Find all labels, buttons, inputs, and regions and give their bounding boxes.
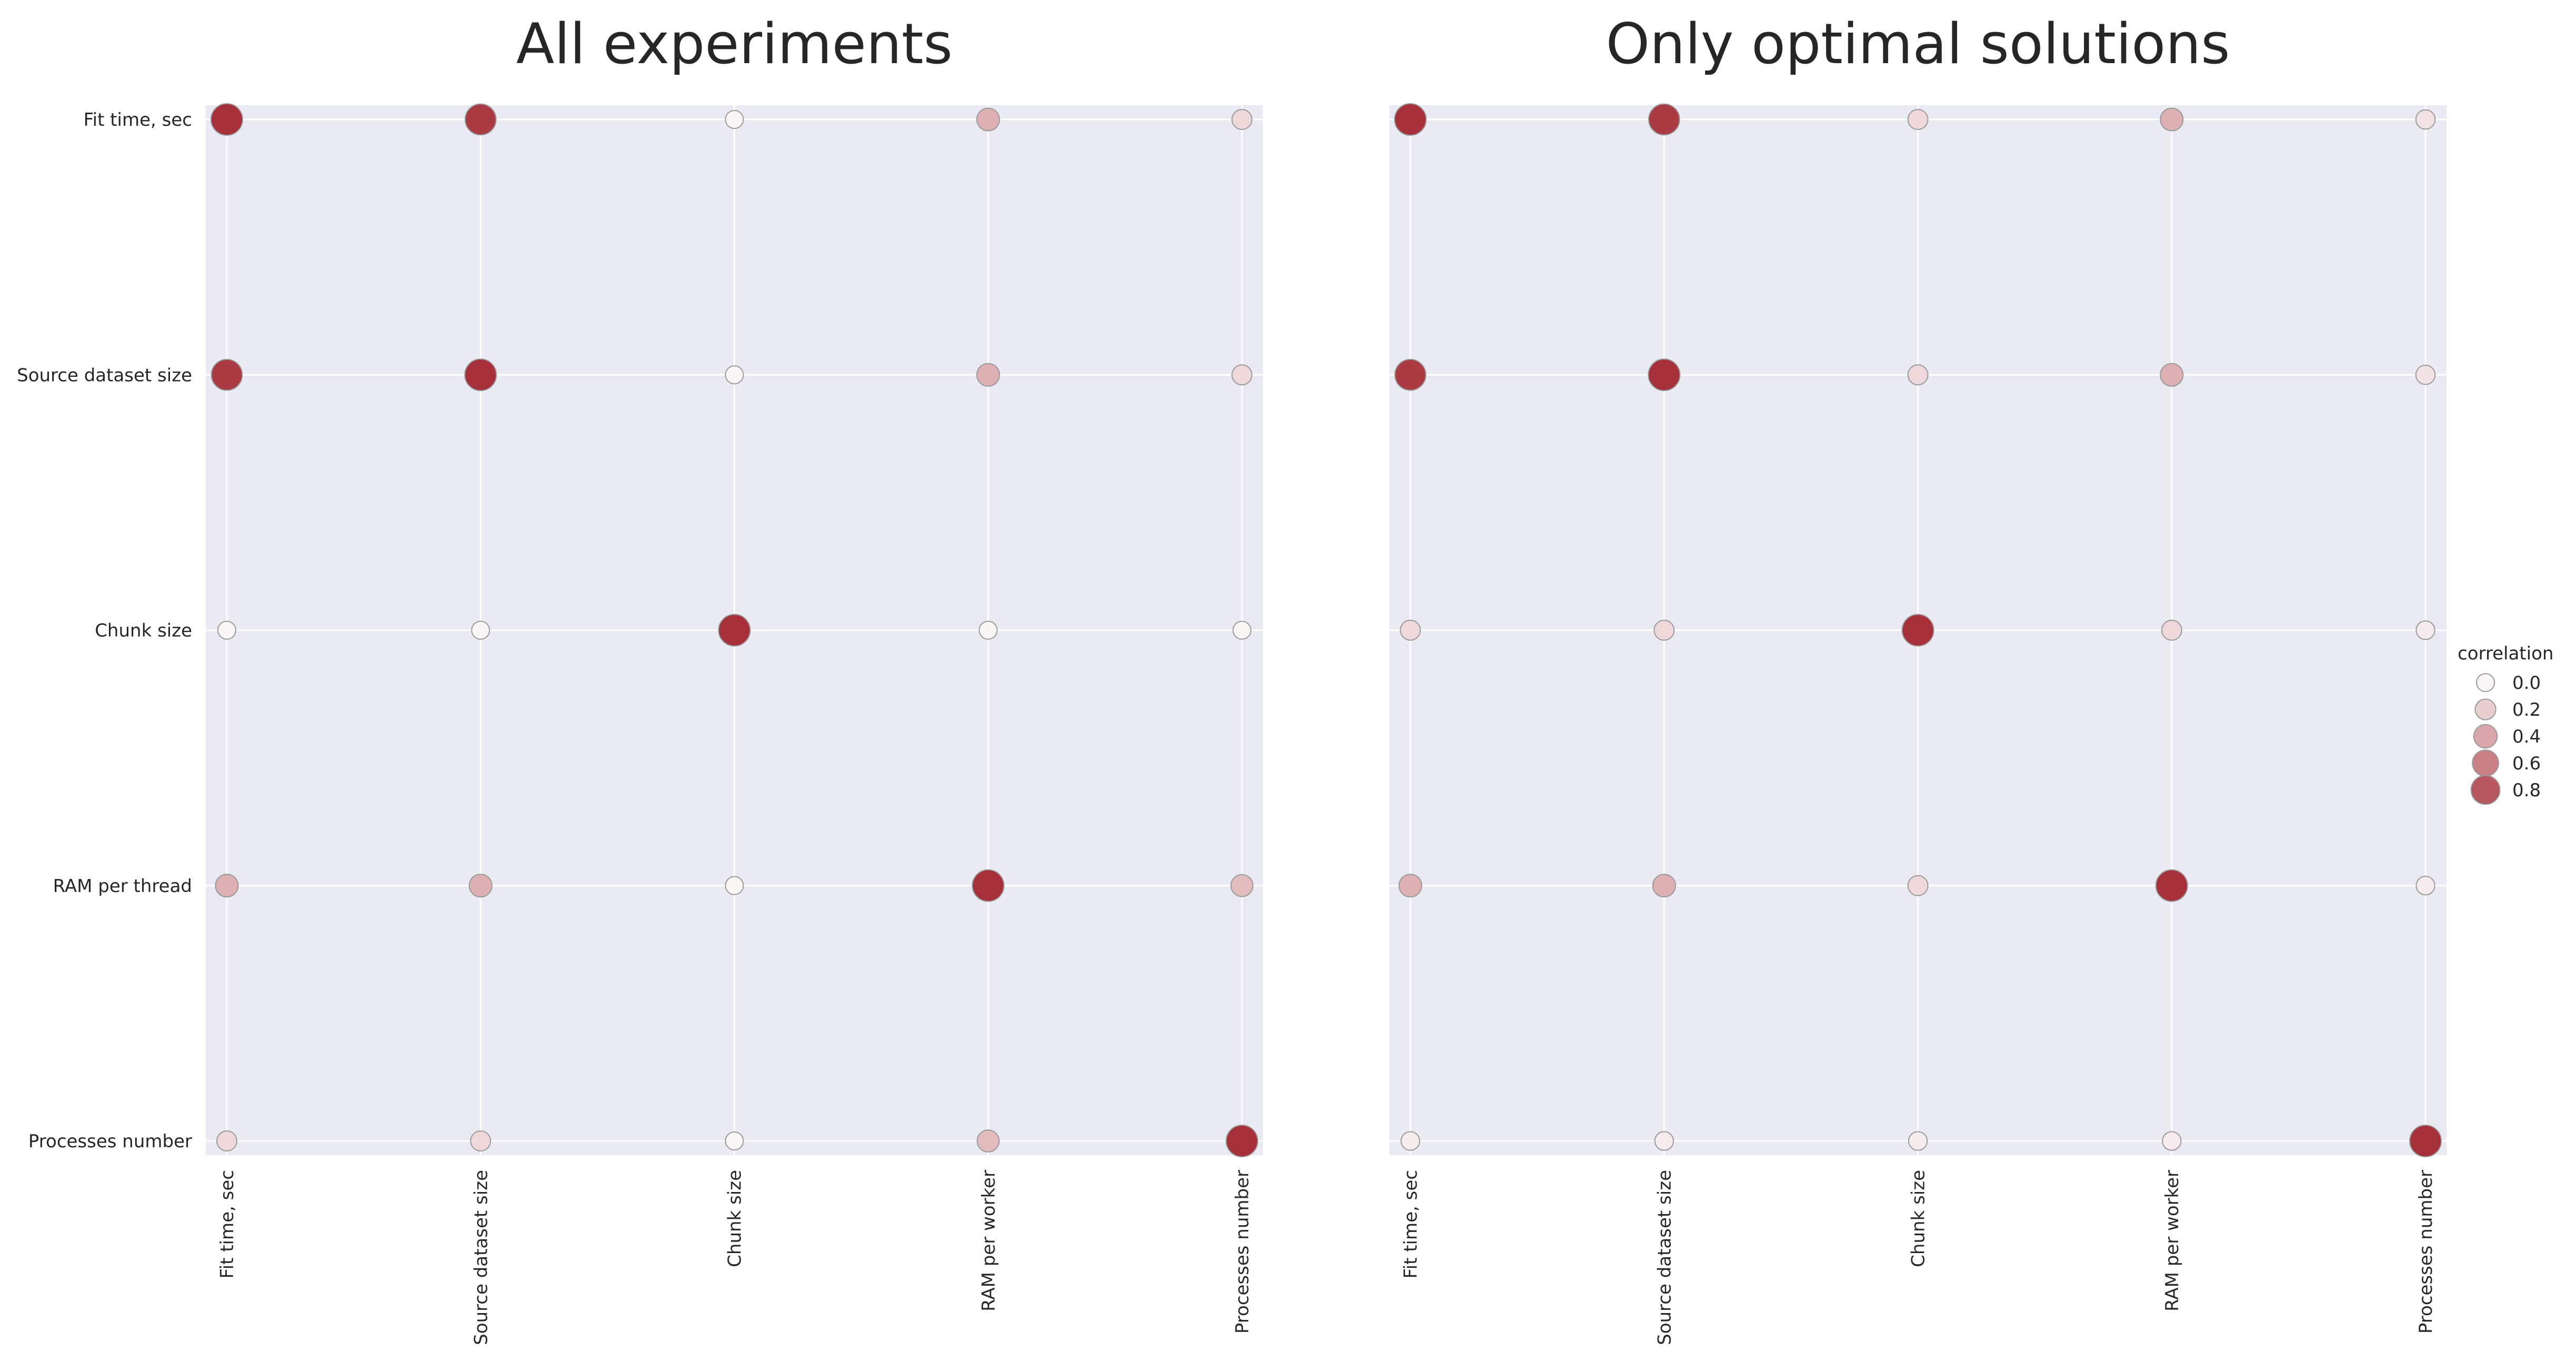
y-tick-label: Chunk size <box>95 620 192 642</box>
correlation-point <box>464 103 497 136</box>
correlation-point <box>464 358 497 392</box>
legend-label: 0.6 <box>2512 753 2541 774</box>
correlation-point <box>1394 358 1427 391</box>
legend-entries: 0.0 0.2 0.4 0.6 0.8 <box>2470 673 2541 805</box>
correlation-point <box>1232 620 1251 640</box>
correlation-point <box>2162 1131 2182 1151</box>
panel-2: Only optimal solutions Fit time, sec Sourc… <box>1389 12 2447 1345</box>
correlation-point <box>1652 874 1676 898</box>
legend-marker <box>2474 698 2497 720</box>
legend: correlation 0.0 0.2 0.4 0.6 0.8 <box>2458 643 2553 805</box>
correlation-point <box>725 876 744 895</box>
correlation-point <box>976 1129 1000 1153</box>
x-tick-label: RAM per worker <box>2162 1170 2183 1311</box>
correlation-point <box>215 874 239 898</box>
legend-marker <box>2470 775 2501 805</box>
legend-label: 0.2 <box>2512 699 2541 720</box>
correlation-point <box>211 103 243 136</box>
correlation-point <box>1398 874 1422 898</box>
correlation-point <box>468 874 493 898</box>
y-tick-label: Source dataset size <box>17 365 192 386</box>
correlation-point <box>2415 109 2436 130</box>
correlation-point <box>1653 619 1675 641</box>
panel-1: All experiments Fit time, sec Source datas… <box>17 12 1263 1345</box>
panels: All experiments Fit time, sec Source datas… <box>17 12 2447 1345</box>
correlation-point <box>1400 619 1421 641</box>
legend-title: correlation <box>2458 643 2553 664</box>
x-tick-label: Processes number <box>1232 1170 1253 1334</box>
x-tick-label: Source dataset size <box>470 1170 492 1345</box>
y-tick-label: Fit time, sec <box>84 109 192 131</box>
correlation-point <box>1908 1131 1928 1151</box>
correlation-point <box>1648 358 1681 392</box>
x-tick-label: Fit time, sec <box>217 1170 238 1278</box>
correlation-point <box>978 620 998 640</box>
correlation-point <box>1231 109 1252 130</box>
x-tick-label: Fit time, sec <box>1400 1170 1421 1278</box>
legend-label: 0.0 <box>2512 673 2541 694</box>
correlation-point <box>725 365 744 385</box>
x-tick-label: Chunk size <box>1908 1170 1929 1267</box>
correlation-point <box>217 620 236 640</box>
x-tick-label: Processes number <box>2415 1170 2437 1334</box>
correlation-point <box>1226 1125 1258 1157</box>
y-tick-label: Processes number <box>28 1131 192 1152</box>
correlation-point <box>470 1130 492 1151</box>
legend-label: 0.8 <box>2512 780 2541 801</box>
x-tick-label: Source dataset size <box>1654 1170 1675 1345</box>
correlation-point <box>725 1131 744 1150</box>
correlation-point <box>1231 364 1252 386</box>
panel-title: All experiments <box>516 12 953 76</box>
correlation-point <box>2155 869 2188 902</box>
correlation-point <box>976 363 1000 387</box>
x-tick-label: RAM per worker <box>978 1170 999 1311</box>
correlation-point <box>718 614 751 647</box>
correlation-point <box>1907 109 1929 130</box>
correlation-point <box>2161 619 2182 641</box>
correlation-point <box>2409 1125 2442 1157</box>
correlation-point <box>2415 620 2435 640</box>
correlation-point <box>725 110 744 129</box>
panel-title: Only optimal solutions <box>1606 12 2230 76</box>
correlation-point <box>1901 614 1934 647</box>
legend-marker <box>2476 673 2495 692</box>
correlation-point <box>1230 874 1254 897</box>
correlation-point <box>976 107 1000 132</box>
correlation-point <box>2160 107 2184 132</box>
y-tick-label: RAM per thread <box>53 876 192 897</box>
correlation-point <box>1648 103 1680 136</box>
correlation-point <box>216 1130 237 1151</box>
correlation-point <box>971 869 1005 902</box>
correlation-point <box>1394 103 1427 136</box>
correlation-point <box>1400 1131 1420 1151</box>
x-tick-label: Chunk size <box>725 1170 746 1267</box>
legend-marker <box>2472 749 2499 777</box>
correlation-point <box>1907 875 1929 896</box>
correlation-point <box>471 620 490 640</box>
correlation-point <box>2415 364 2436 385</box>
correlation-point <box>211 358 243 391</box>
legend-label: 0.4 <box>2512 726 2541 747</box>
correlation-point <box>2160 363 2184 387</box>
correlation-point <box>1654 1131 1674 1151</box>
correlation-point <box>2415 876 2435 896</box>
correlation-point <box>1907 364 1929 386</box>
legend-marker <box>2473 724 2498 749</box>
